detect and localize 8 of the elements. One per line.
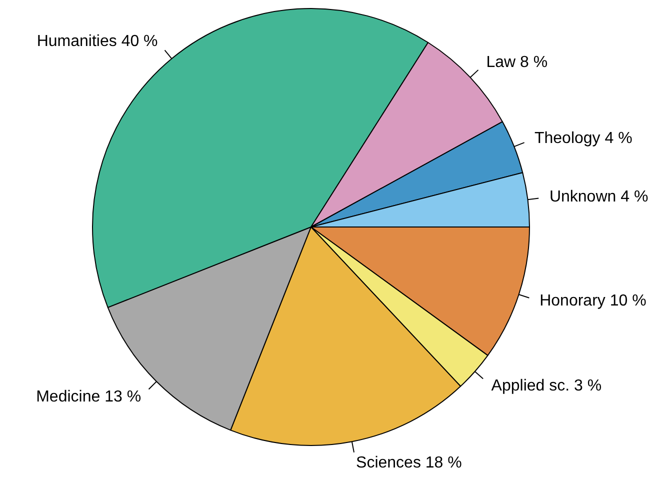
slice-label: Honorary 10 %	[540, 292, 646, 310]
slice-label: Unknown 4 %	[549, 188, 648, 206]
slice-label: Theology 4 %	[534, 130, 632, 147]
slice-label: Law 8 %	[486, 54, 548, 71]
slice-label: Sciences 18 %	[356, 454, 462, 472]
slice-label: Humanities 40 %	[36, 33, 158, 50]
slice-label: Medicine 13 %	[36, 388, 142, 406]
slice-label: Applied sc. 3 %	[491, 377, 602, 394]
